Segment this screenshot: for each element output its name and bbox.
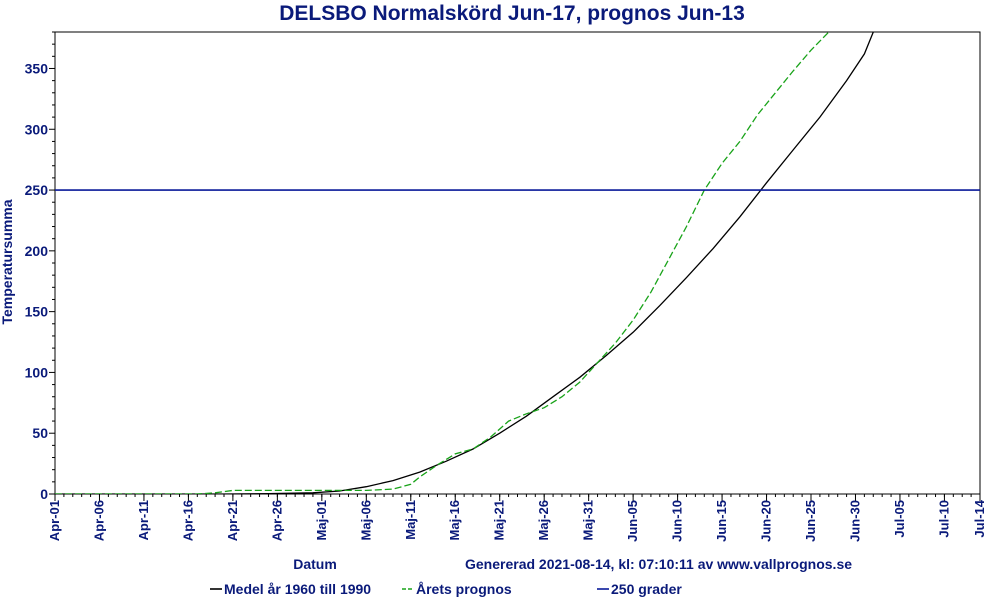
- legend: Medel år 1960 till 1990 Årets prognos 250 …: [210, 581, 682, 597]
- chart-title: DELSBO Normalskörd Jun-17, prognos Jun-1…: [279, 2, 745, 25]
- legend-label: 250 grader: [611, 581, 682, 597]
- y-tick-label: 50: [32, 425, 48, 441]
- x-tick-label: Maj-26: [536, 500, 551, 540]
- x-axis: Apr-01 Apr-06 Apr-11 Apr-16 Apr-21 Apr-26 Maj-…: [47, 494, 987, 542]
- legend-entry-3: 250 grader: [597, 581, 682, 597]
- series-line-1: [55, 32, 874, 494]
- x-tick-label: Jun-25: [803, 500, 818, 542]
- x-tick-label: Apr-26: [269, 500, 284, 541]
- x-axis-label: Datum: [293, 556, 337, 572]
- plot-area: [54, 31, 981, 495]
- x-tick-label: Jun-15: [714, 500, 729, 542]
- y-tick-label: 0: [40, 486, 48, 502]
- y-axis: 0 50 100 150 200 250 300 350: [25, 31, 55, 502]
- y-axis-label: Temperatursumma: [0, 199, 15, 324]
- y-tick-label: 200: [25, 243, 49, 259]
- x-tick-label: Maj-06: [358, 500, 373, 540]
- x-tick-label: Apr-21: [225, 500, 240, 541]
- y-tick-label: 100: [25, 364, 49, 380]
- x-tick-label: Apr-11: [136, 500, 151, 540]
- x-tick-label: Maj-31: [581, 500, 596, 540]
- x-tick-label: Jul-10: [936, 500, 951, 538]
- x-tick-label: Maj-11: [403, 500, 418, 540]
- x-tick-label: Jul-14: [972, 499, 987, 537]
- x-tick-label: Apr-06: [91, 500, 106, 541]
- legend-entry-2: Årets prognos: [402, 581, 512, 597]
- x-tick-label: Jun-20: [759, 500, 774, 542]
- x-tick-label: Jul-05: [892, 500, 907, 538]
- x-tick-label: Jun-10: [670, 500, 685, 542]
- x-tick-label: Maj-16: [447, 500, 462, 540]
- series-group: [55, 32, 980, 494]
- legend-entry-1: Medel år 1960 till 1990: [210, 581, 371, 597]
- legend-label: Medel år 1960 till 1990: [224, 581, 371, 597]
- x-tick-label: Maj-21: [492, 500, 507, 540]
- legend-label: Årets prognos: [416, 581, 512, 597]
- x-tick-label: Jun-30: [847, 500, 862, 542]
- x-tick-label: Apr-01: [47, 500, 62, 541]
- y-tick-label: 300: [25, 121, 49, 137]
- y-tick-label: 250: [25, 182, 49, 198]
- x-tick-label: Maj-01: [314, 500, 329, 540]
- y-tick-label: 350: [25, 60, 49, 76]
- series-line-2: [55, 32, 830, 494]
- x-tick-label: Jun-05: [625, 500, 640, 542]
- y-tick-label: 150: [25, 304, 49, 320]
- x-tick-label: Apr-16: [180, 500, 195, 541]
- footer-text: Genererad 2021-08-14, kl: 07:10:11 av ww…: [465, 556, 852, 572]
